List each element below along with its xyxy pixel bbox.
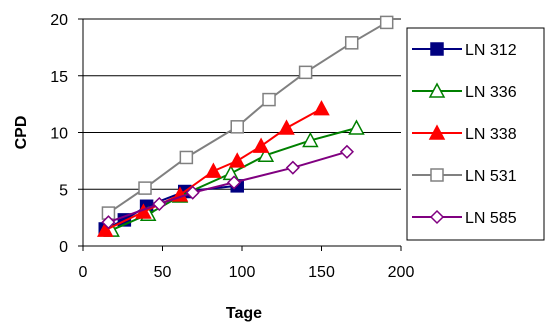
x-tick-label: 100 [229,264,256,281]
x-tick-label: 0 [79,264,88,281]
data-point [179,150,194,165]
data-point [278,119,295,135]
legend-label: LN 312 [465,42,517,59]
x-tick-label: 200 [388,264,415,281]
series-layer [97,15,394,237]
data-point [302,131,319,148]
y-tick-label: 10 [50,126,68,143]
legend-marker [430,42,444,56]
series-line [108,150,348,224]
legend: LN 312 LN 336 LN 338 LN 531 LN 585 [406,27,545,241]
legend-label: LN 336 [465,84,517,101]
data-point [205,162,222,178]
data-point [228,152,246,168]
legend-label: LN 585 [465,210,517,227]
legend-label: LN 338 [465,126,517,143]
series-ln-585 [101,144,355,230]
data-point [138,181,152,195]
y-tick-label: 15 [50,69,68,86]
x-tick-label: 150 [308,264,335,281]
data-point [152,196,167,212]
y-tick-label: 20 [50,12,68,29]
data-point [298,65,313,80]
y-tick-label: 5 [59,182,68,199]
series-ln-338 [97,100,330,237]
legend-marker [429,209,445,225]
data-point [257,146,275,162]
legend-entry: LN 338 [412,124,517,143]
y-tick-label: 0 [59,239,68,256]
data-point [344,36,359,50]
legend-marker [430,168,444,182]
x-axis-title: Tage [226,305,262,322]
data-point [185,185,200,200]
legend-marker [428,124,446,140]
legend-entry: LN 336 [412,82,517,101]
y-tick-labels: 0 5 10 15 20 [50,12,83,256]
legend-entry: LN 531 [412,168,517,185]
legend-label: LN 531 [465,168,517,185]
x-tick-labels: 0 50 100 150 200 [79,246,415,281]
data-point [339,144,355,159]
data-point [230,120,244,134]
data-point [252,137,270,153]
data-point [379,15,394,30]
series-ln-531 [101,15,394,220]
data-point [348,119,365,135]
legend-marker [428,82,446,98]
y-axis-title: CPD [13,116,30,150]
data-point [226,175,242,190]
data-point [285,160,300,175]
data-point [313,100,330,116]
series-line [107,21,388,214]
data-point [101,215,116,230]
x-tick-label: 50 [154,264,172,281]
legend-entry: LN 585 [412,209,517,227]
legend-entry: LN 312 [412,42,517,59]
data-point [262,92,276,107]
data-point [97,221,114,237]
